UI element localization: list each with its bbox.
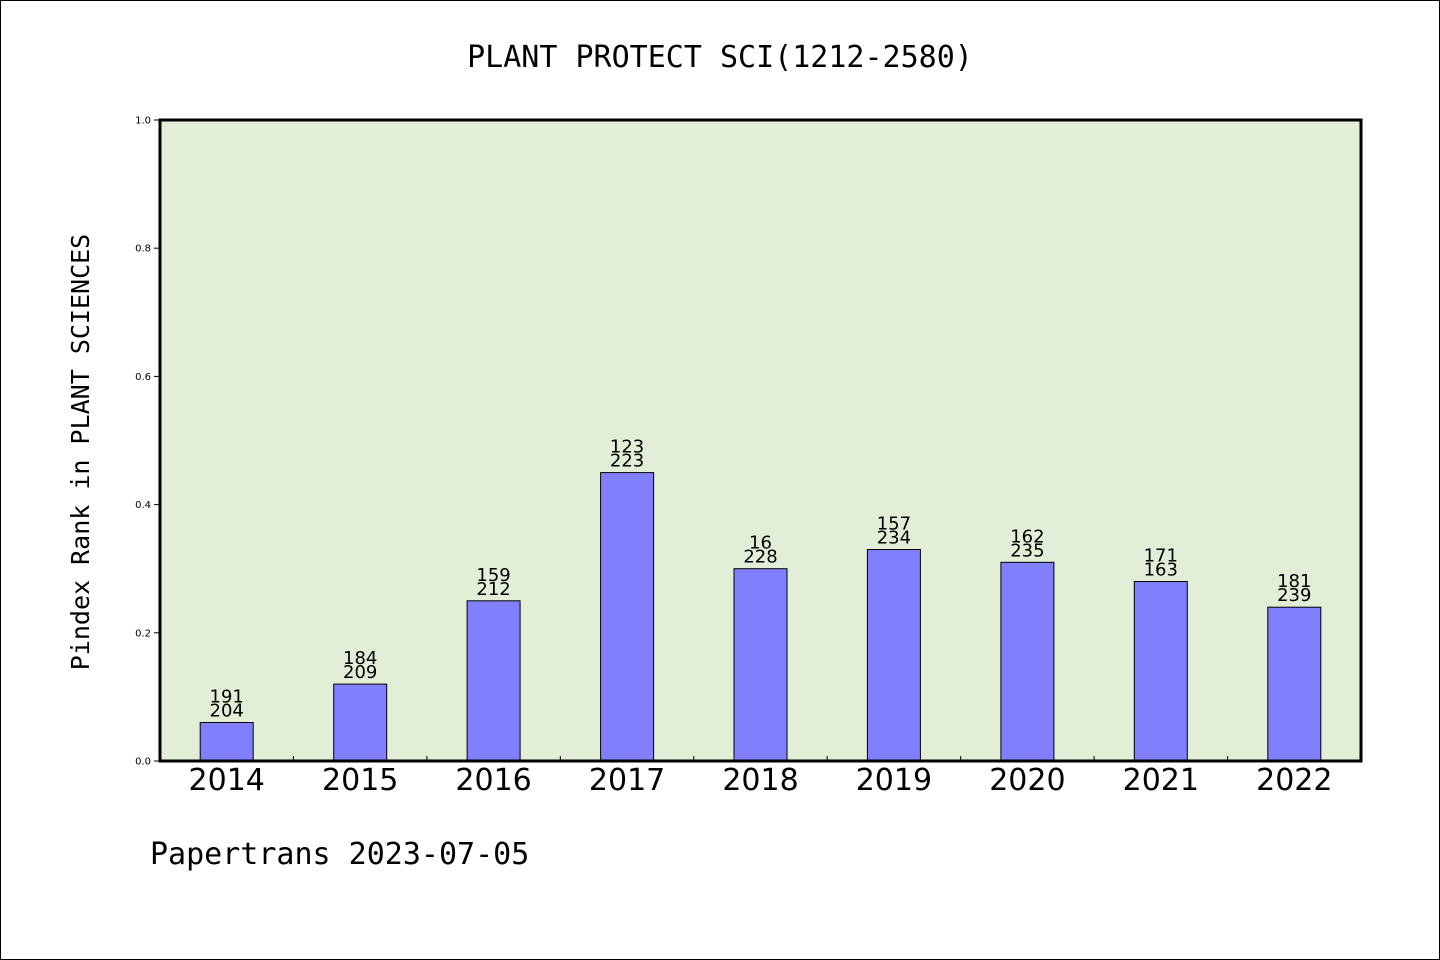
y-tick-label-3: 0.6 [135,372,151,383]
bar-2015 [333,683,388,762]
y-tick-label-0: 0.0 [135,757,151,768]
bar-2017 [600,472,655,762]
footer-credit: Papertrans 2023-07-05 [150,837,529,872]
x-tick-label-2014: 2014 [189,763,265,798]
y-tick-label-4: 0.8 [135,244,151,255]
x-tick-label-2017: 2017 [589,763,665,798]
bar-label-top-2016: 159 [476,565,510,586]
bar-label-bottom-2018: 228 [743,547,777,568]
x-tick-label-2018: 2018 [722,763,798,798]
bar-label-top-2015: 184 [343,648,377,669]
bar-label-top-2021: 171 [1144,546,1178,567]
y-tick-label-5: 1.0 [135,116,151,127]
bar-2014 [199,722,254,762]
bar-label-bottom-2015: 209 [343,662,377,683]
bar-label-top-2020: 162 [1010,526,1044,547]
x-tick-label-2015: 2015 [322,763,398,798]
y-axis-label: Pindex Rank in PLANT SCIENCES [66,234,95,671]
x-tick-label-2020: 2020 [989,763,1065,798]
chart-title: PLANT PROTECT SCI(1212-2580) [467,40,973,75]
ticks-layer: 2014 2015 2016 2017 2018 2019 2020 2021 2022 0.0 0… [135,116,1332,799]
x-tick-label-2021: 2021 [1123,763,1199,798]
bar-label-bottom-2020: 235 [1010,540,1044,561]
bar-label-top-2022: 181 [1277,571,1311,592]
x-tick-label-2016: 2016 [455,763,531,798]
bar-label-bottom-2022: 239 [1277,585,1311,606]
x-tick-label-2022: 2022 [1256,763,1332,798]
plot-border [158,118,1363,763]
x-tick-label-2019: 2019 [856,763,932,798]
bar-label-bottom-2014: 204 [210,701,244,722]
bar-2016 [466,600,521,762]
bar-label-bottom-2021: 163 [1144,560,1178,581]
y-tick-label-1: 0.2 [135,628,151,639]
bar-label-bottom-2016: 212 [476,579,510,600]
bar-2018 [733,568,788,762]
bar-2022 [1267,606,1322,762]
bar-label-top-2018: 16 [749,533,772,554]
bar-label-top-2019: 157 [877,514,911,535]
bar-label-bottom-2019: 234 [877,528,911,549]
bar-2019 [866,549,921,762]
bar-label-top-2017: 123 [610,437,644,458]
bar-label-top-2014: 191 [210,687,244,708]
bar-2020 [1000,561,1055,762]
bar-2021 [1133,581,1188,762]
y-tick-label-2: 0.4 [135,500,151,511]
bar-label-bottom-2017: 223 [610,451,644,472]
